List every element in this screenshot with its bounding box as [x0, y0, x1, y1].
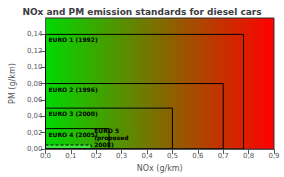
svg-text:EURO 5: EURO 5 [94, 127, 119, 134]
svg-text:EURO 4 (2005): EURO 4 (2005) [48, 131, 97, 138]
svg-text:0,6: 0,6 [192, 152, 204, 160]
svg-text:PM (g/km): PM (g/km) [8, 63, 17, 104]
svg-text:0,1: 0,1 [65, 152, 76, 160]
svg-text:0,00: 0,00 [26, 145, 43, 154]
svg-text:0,06: 0,06 [27, 96, 43, 104]
svg-text:0,4: 0,4 [141, 152, 153, 160]
svg-text:0,2: 0,2 [91, 152, 102, 160]
svg-text:EURO 3 (2000): EURO 3 (2000) [48, 110, 97, 117]
svg-text:0,10: 0,10 [27, 63, 43, 71]
svg-text:0,8: 0,8 [243, 152, 254, 160]
svg-text:0,04: 0,04 [27, 112, 43, 120]
svg-text:0,02: 0,02 [27, 129, 43, 137]
svg-text:0,9: 0,9 [268, 152, 279, 160]
svg-text:0,7: 0,7 [218, 152, 229, 160]
svg-text:0,3: 0,3 [116, 152, 127, 160]
svg-text:2008): 2008) [94, 141, 114, 148]
svg-text:0,5: 0,5 [167, 152, 178, 160]
svg-text:NOx (g/km): NOx (g/km) [137, 164, 183, 173]
svg-text:NOx and PM emission standards: NOx and PM emission standards for diesel… [22, 7, 261, 17]
svg-text:0,0: 0,0 [40, 152, 51, 160]
svg-text:EURO 1 (1992): EURO 1 (1992) [48, 36, 97, 43]
svg-text:0,08: 0,08 [27, 80, 43, 88]
svg-text:(proposed: (proposed [94, 134, 129, 142]
svg-text:0,14: 0,14 [27, 30, 43, 38]
svg-text:EURO 2 (1996): EURO 2 (1996) [48, 86, 97, 93]
svg-text:0,12: 0,12 [27, 47, 43, 55]
